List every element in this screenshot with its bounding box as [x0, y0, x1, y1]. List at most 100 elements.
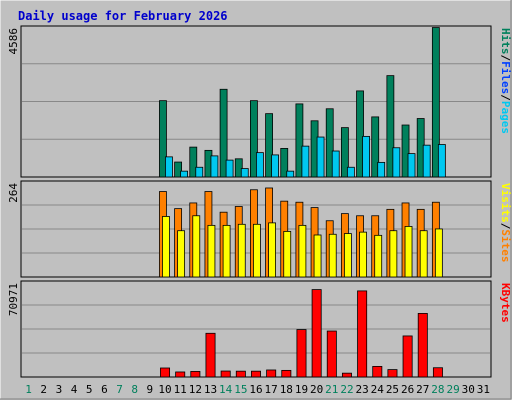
day-label-27: 27: [416, 383, 429, 396]
bar-kbytes-day-27: [417, 313, 428, 378]
bar-sites-day-25: [389, 230, 398, 278]
day-label-20: 20: [310, 383, 323, 396]
bar-kbytes-day-11: [175, 371, 186, 378]
day-label-19: 19: [295, 383, 308, 396]
day-label-5: 5: [86, 383, 93, 396]
bar-pages-day-27: [422, 144, 431, 178]
legend-separator: /: [499, 94, 512, 101]
bar-hits-day-25: [386, 75, 395, 178]
bar-hits-day-19: [295, 103, 304, 178]
legend-separator: /: [499, 223, 512, 230]
bar-kbytes-day-21: [326, 330, 337, 378]
panel-kbytes: 70971 KBytes: [7, 280, 512, 378]
bar-sites-day-16: [253, 223, 261, 278]
y-max-label: 70971: [7, 283, 20, 316]
day-label-25: 25: [386, 383, 399, 396]
day-label-18: 18: [280, 383, 293, 396]
bar-sites-day-27: [419, 230, 428, 278]
day-label-22: 22: [340, 383, 353, 396]
day-label-15: 15: [234, 383, 247, 396]
day-label-12: 12: [189, 383, 202, 396]
bar-pages-day-25: [392, 147, 401, 178]
day-label-10: 10: [158, 383, 171, 396]
bar-pages-day-28: [437, 144, 446, 178]
panel-hits-files-pages: 4586 Hits/Files/Pages: [7, 25, 512, 178]
bar-hits-day-18: [280, 148, 289, 178]
bar-kbytes-day-19: [296, 329, 307, 378]
bar-pages-day-10: [165, 156, 173, 178]
bar-pages-day-19: [301, 145, 310, 178]
day-label-4: 4: [71, 383, 78, 396]
bar-pages-day-12: [195, 166, 204, 178]
legend-visits: Visits: [499, 183, 512, 223]
legend-kbytes: KBytes: [499, 283, 512, 323]
bar-hits-day-21: [325, 108, 334, 178]
bar-hits-day-23: [356, 90, 364, 178]
legend-hits: Hits: [499, 28, 512, 55]
bar-hits-day-14: [219, 88, 228, 178]
bar-pages-day-21: [331, 150, 340, 178]
day-label-23: 23: [356, 383, 369, 396]
bar-kbytes-day-10: [160, 367, 171, 378]
chart-title: Daily usage for February 2026: [18, 9, 228, 23]
day-label-14: 14: [219, 383, 233, 396]
bar-sites-day-26: [404, 226, 413, 278]
bar-kbytes-day-18: [281, 369, 292, 378]
bar-sites-day-10: [162, 216, 170, 278]
bar-hits-day-26: [401, 124, 410, 178]
y-max-label: 4586: [7, 28, 20, 55]
bar-pages-day-20: [316, 136, 325, 178]
bar-pages-day-11: [180, 170, 189, 178]
day-label-6: 6: [101, 383, 108, 396]
day-label-11: 11: [174, 383, 187, 396]
bar-kbytes-day-28: [432, 367, 443, 378]
legend-files: Files: [499, 61, 512, 94]
day-label-1: 1: [25, 383, 32, 396]
bar-sites-day-23: [359, 231, 367, 278]
bar-kbytes-day-13: [205, 332, 216, 378]
day-label-30: 30: [462, 383, 475, 396]
day-label-17: 17: [265, 383, 278, 396]
bar-kbytes-day-14: [220, 370, 231, 378]
bar-hits-day-22: [340, 127, 349, 178]
bar-pages-day-15: [240, 168, 249, 178]
bar-sites-day-20: [313, 234, 322, 278]
bar-sites-day-17: [268, 222, 276, 278]
bar-kbytes-day-16: [251, 370, 261, 378]
side-legend-label: KBytes: [499, 283, 512, 323]
bar-sites-day-24: [374, 234, 383, 278]
bar-hits-day-10: [159, 100, 167, 178]
bar-pages-day-18: [286, 170, 295, 178]
bar-kbytes-day-24: [372, 366, 383, 378]
day-label-31: 31: [477, 383, 490, 396]
side-legend-label: Visits/Sites: [499, 183, 512, 263]
panel-visits-sites: 264 Visits/Sites: [7, 180, 512, 278]
bar-pages-day-13: [210, 155, 219, 178]
bar-hits-day-16: [250, 100, 258, 178]
day-label-28: 28: [431, 383, 444, 396]
legend-pages: Pages: [499, 101, 512, 134]
bar-sites-day-21: [328, 233, 337, 278]
bar-sites-day-28: [434, 228, 443, 278]
bar-hits-day-15: [234, 158, 243, 178]
day-label-29: 29: [446, 383, 459, 396]
bar-sites-day-18: [283, 231, 292, 278]
bar-pages-day-17: [271, 154, 279, 178]
day-label-24: 24: [371, 383, 385, 396]
x-axis-day-labels: 1 2 3 4 5 6 7 8 9 10 11 12 13 14 15 16 17 18 19 20 21 22 23 24 2…: [25, 383, 490, 396]
day-label-16: 16: [249, 383, 262, 396]
bar-kbytes-day-26: [402, 335, 413, 378]
bar-sites-day-14: [222, 224, 231, 278]
side-legend-label: Hits/Files/Pages: [499, 28, 512, 134]
bar-kbytes-day-17: [266, 369, 277, 378]
day-label-26: 26: [401, 383, 414, 396]
bar-kbytes-day-12: [190, 371, 201, 378]
bar-pages-day-26: [407, 153, 416, 178]
bar-hits-day-12: [189, 146, 198, 178]
bar-sites-day-22: [343, 233, 352, 278]
bar-sites-day-11: [177, 230, 186, 278]
bar-kbytes-day-23: [357, 290, 368, 378]
